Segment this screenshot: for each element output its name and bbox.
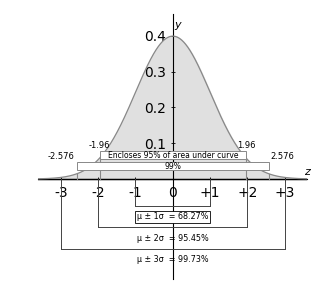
Text: 2.576: 2.576: [271, 152, 295, 161]
Text: Encloses 95% of area under curve: Encloses 95% of area under curve: [108, 151, 238, 160]
Text: μ ± 3σ  = 99.73%: μ ± 3σ = 99.73%: [137, 255, 209, 264]
Text: -1.96: -1.96: [89, 141, 110, 150]
Bar: [100, 151, 246, 159]
Text: z: z: [304, 167, 310, 177]
Text: y: y: [175, 20, 181, 30]
Text: μ ± 2σ  = 95.45%: μ ± 2σ = 95.45%: [137, 234, 209, 243]
Text: μ ± 1σ  = 68.27%: μ ± 1σ = 68.27%: [137, 212, 209, 221]
Text: 1.96: 1.96: [237, 141, 255, 150]
Text: 99%: 99%: [164, 162, 181, 171]
Bar: [76, 162, 269, 170]
Text: -2.576: -2.576: [48, 152, 75, 161]
